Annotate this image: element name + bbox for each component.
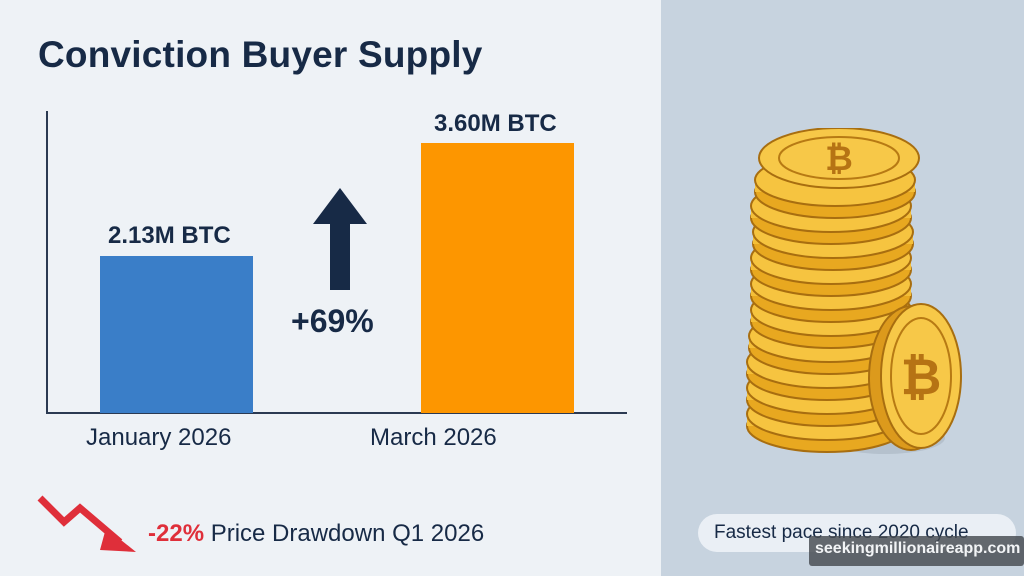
drawdown-percentage: -22% bbox=[148, 520, 205, 547]
svg-text:₿: ₿ bbox=[901, 348, 942, 406]
y-axis bbox=[46, 111, 48, 414]
watermark-bg bbox=[809, 536, 1024, 566]
category-label-march: March 2026 bbox=[370, 424, 497, 451]
trend-down-arrow-icon bbox=[37, 495, 136, 552]
chart-title: Conviction Buyer Supply bbox=[38, 34, 483, 75]
x-axis bbox=[46, 412, 627, 414]
arrow-up-icon bbox=[313, 188, 367, 290]
watermark-text: seekingmillionaireapp.com bbox=[815, 540, 1021, 557]
drawdown-text: Price Drawdown Q1 2026 bbox=[204, 520, 485, 547]
bar-january bbox=[100, 256, 253, 413]
bar-march bbox=[421, 143, 574, 413]
bitcoin-coin-stack-icon: ₿ ₿ bbox=[746, 128, 962, 454]
bar-value-label-january: 2.13M BTC bbox=[108, 222, 231, 249]
svg-text:₿: ₿ bbox=[825, 139, 853, 179]
bar-value-label-march: 3.60M BTC bbox=[434, 110, 557, 137]
category-label-january: January 2026 bbox=[86, 424, 232, 451]
growth-percentage: +69% bbox=[291, 303, 374, 339]
price-drawdown-note: -22% Price Drawdown Q1 2026 bbox=[148, 520, 484, 548]
